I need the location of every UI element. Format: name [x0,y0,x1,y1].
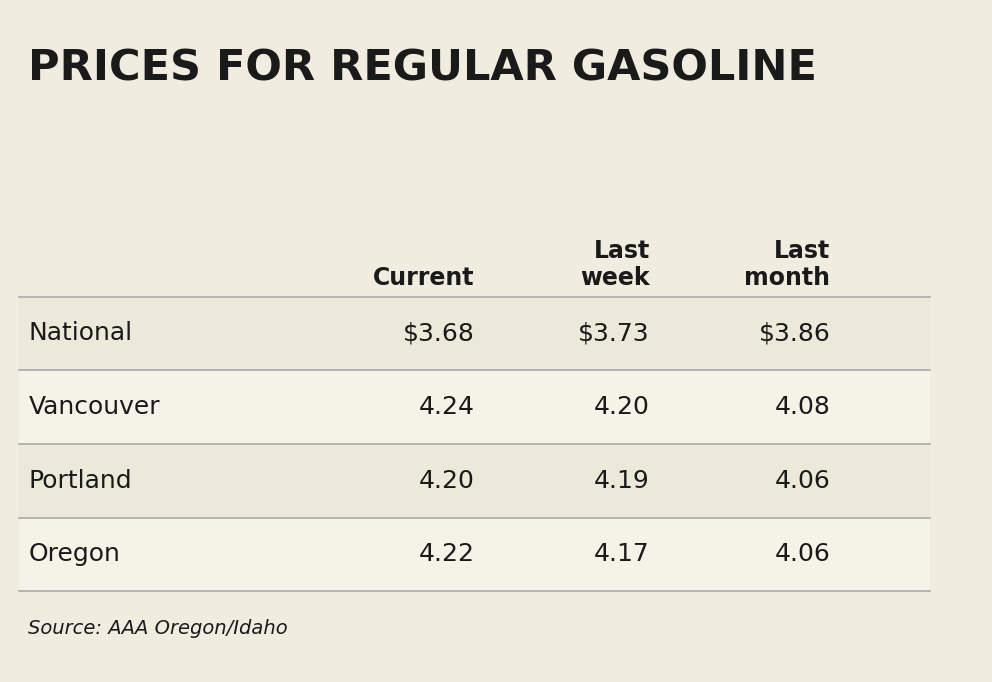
Text: PRICES FOR REGULAR GASOLINE: PRICES FOR REGULAR GASOLINE [29,48,817,90]
Text: Portland: Portland [29,469,132,493]
Bar [19,370,930,444]
Text: Last
month: Last month [744,239,830,290]
Text: 4.20: 4.20 [419,469,474,493]
Text: 4.19: 4.19 [594,469,650,493]
Text: Source: AAA Oregon/Idaho: Source: AAA Oregon/Idaho [29,619,288,638]
Bar [19,518,930,591]
Text: 4.17: 4.17 [594,542,650,567]
Bar [19,444,930,518]
Text: 4.06: 4.06 [775,542,830,567]
Text: Current: Current [373,266,474,290]
Text: Last
week: Last week [580,239,650,290]
Text: Vancouver: Vancouver [29,395,160,419]
Bar [19,297,930,370]
Text: 4.20: 4.20 [594,395,650,419]
Text: $3.73: $3.73 [578,321,650,346]
Text: 4.24: 4.24 [419,395,474,419]
Text: 4.22: 4.22 [419,542,474,567]
Text: Oregon: Oregon [29,542,120,567]
Text: National: National [29,321,133,346]
Text: 4.06: 4.06 [775,469,830,493]
Text: $3.86: $3.86 [758,321,830,346]
Text: $3.68: $3.68 [403,321,474,346]
Text: 4.08: 4.08 [775,395,830,419]
